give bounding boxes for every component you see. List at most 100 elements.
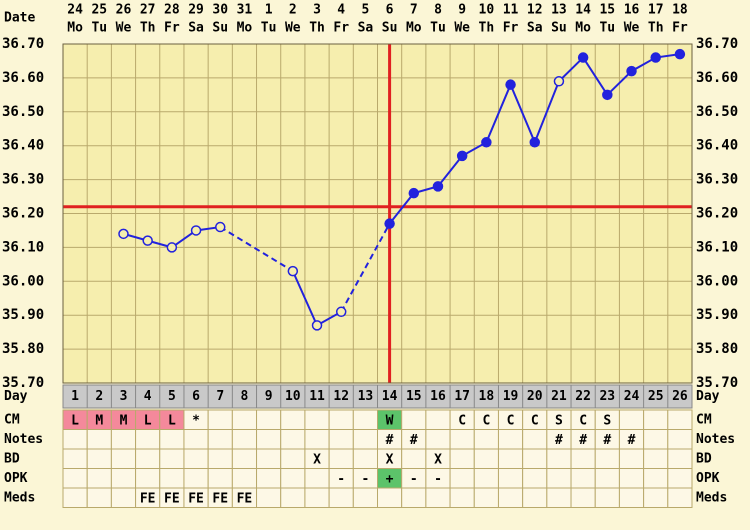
table-cell — [207, 468, 233, 489]
table-cell — [328, 448, 354, 469]
date-label: 3 — [313, 3, 321, 18]
table-cell — [135, 429, 161, 450]
date-label: 8 — [434, 3, 442, 18]
date-label: 24 — [67, 3, 83, 18]
y-tick-label-right: 36.40 — [696, 138, 738, 154]
table-cell — [86, 448, 112, 469]
cell-text: W — [386, 413, 394, 428]
weekday-label: Su — [212, 21, 228, 36]
cell-text: C — [531, 413, 539, 428]
date-label: 10 — [479, 3, 495, 18]
y-tick-label-right: 36.60 — [696, 70, 738, 86]
weekday-label: Mo — [406, 21, 422, 36]
row-label: Day — [4, 389, 28, 404]
table-cell — [159, 448, 185, 469]
y-tick-label: 35.80 — [2, 341, 44, 357]
cell-text: * — [192, 413, 200, 428]
day-number: 13 — [358, 389, 374, 404]
date-label: 14 — [575, 3, 591, 18]
table-cell — [231, 448, 258, 469]
cell-text: M — [95, 413, 103, 428]
table-cell — [643, 468, 669, 489]
date-label: 13 — [551, 3, 567, 18]
table-cell — [352, 429, 378, 450]
table-cell — [328, 487, 354, 508]
table-cell — [280, 409, 306, 430]
y-tick-label: 36.40 — [2, 138, 44, 154]
weekday-label: Th — [479, 21, 495, 36]
weekday-label: Fr — [503, 21, 519, 36]
table-cell — [207, 448, 233, 469]
table-cell — [401, 448, 427, 469]
cell-text: - — [361, 472, 369, 487]
table-cell — [62, 448, 88, 469]
weekday-label: We — [454, 21, 470, 36]
day-number: 5 — [168, 389, 176, 404]
date-label: 30 — [212, 3, 228, 18]
table-cell — [570, 468, 596, 489]
table-cell — [667, 487, 693, 508]
temperature-point — [166, 242, 178, 253]
date-label: 18 — [672, 3, 688, 18]
day-number: 1 — [71, 389, 79, 404]
date-label: 28 — [164, 3, 180, 18]
y-tick-label: 36.20 — [2, 206, 44, 222]
table-cell — [256, 448, 282, 469]
cell-text: L — [71, 413, 79, 428]
cell-text: # — [410, 433, 418, 448]
day-number: 17 — [454, 389, 470, 404]
table-cell — [618, 448, 645, 469]
table-cell — [207, 429, 233, 450]
day-number: 2 — [95, 389, 103, 404]
table-cell — [86, 487, 112, 508]
table-cell — [328, 409, 354, 430]
table-cell — [425, 487, 451, 508]
temperature-point — [408, 187, 420, 199]
weekday-label: Fr — [164, 21, 180, 36]
date-label: 5 — [361, 3, 369, 18]
row-label: BD — [4, 451, 20, 466]
table-cell — [643, 448, 669, 469]
table-cell — [183, 448, 209, 469]
table-cell — [280, 468, 306, 489]
y-tick-label: 35.90 — [2, 307, 44, 323]
row-label-right: CM — [696, 412, 712, 427]
table-cell — [401, 487, 427, 508]
date-label: 12 — [527, 3, 543, 18]
table-cell — [183, 429, 209, 450]
temperature-point — [142, 235, 153, 246]
row-label-right: Day — [696, 389, 720, 404]
cell-text: FE — [140, 491, 156, 506]
cell-text: FE — [164, 491, 180, 506]
day-number: 24 — [624, 389, 640, 404]
day-number: 10 — [285, 389, 301, 404]
temperature-gap-line — [219, 226, 294, 272]
table-cell — [256, 429, 282, 450]
table-cell — [401, 409, 427, 430]
row-label: OPK — [4, 471, 28, 486]
temperature-point — [311, 320, 323, 331]
table-cell — [594, 448, 620, 469]
table-cell — [62, 487, 88, 508]
weekday-label: Th — [648, 21, 664, 36]
cell-text: # — [603, 433, 611, 448]
temperature-point — [335, 306, 347, 318]
weekday-label: Tu — [91, 21, 107, 36]
cell-text: X — [434, 452, 442, 467]
cell-text: C — [507, 413, 515, 428]
row-label-right: Meds — [696, 490, 727, 505]
table-cell — [256, 468, 282, 489]
temperature-point — [432, 181, 444, 192]
y-tick-label-right: 35.70 — [696, 375, 738, 391]
table-cell — [159, 468, 185, 489]
table-cell — [522, 429, 548, 450]
table-cell — [522, 468, 548, 489]
table-cell — [667, 429, 693, 450]
table-cell — [135, 448, 161, 469]
y-tick-label-right: 36.50 — [696, 104, 738, 120]
weekday-label: We — [285, 21, 301, 36]
cell-text: S — [555, 413, 563, 428]
table-cell — [522, 487, 548, 508]
plot-frame — [62, 43, 693, 384]
day-number: 15 — [406, 389, 422, 404]
